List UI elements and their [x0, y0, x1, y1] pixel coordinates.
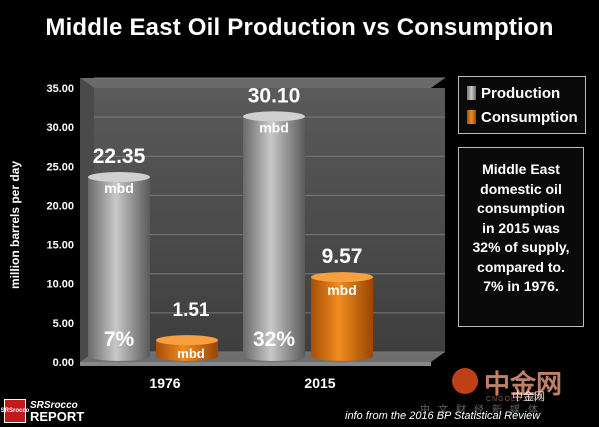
legend-item-production: Production [467, 83, 560, 103]
logo-text: SRSrocco REPORT [30, 400, 85, 424]
watermark: 中金网 CNGOLD.ORG [452, 360, 592, 418]
bar-base [88, 351, 150, 361]
percent-label: 7% [104, 328, 135, 351]
annotation-box: Middle East domestic oil consumption in … [458, 147, 584, 327]
x-tick-label: 2015 [304, 375, 335, 391]
logo-mark: SRSrocco [1, 399, 29, 423]
bar [243, 116, 305, 356]
source-note: info from the 2016 BP Statistical Review [345, 410, 541, 422]
legend-label-production: Production [481, 84, 561, 102]
note-line: 32% of supply, [472, 239, 570, 255]
y-tick-label: 5.00 [53, 318, 74, 330]
axis-layer: 0.00 5.00 10.00 15.00 20.00 25.00 30.00 35.00 mi… [8, 77, 445, 369]
value-label: 1.51 [173, 300, 210, 321]
note-line: compared to. [477, 258, 565, 275]
bar-base [311, 351, 373, 361]
y-tick-label: 15.00 [46, 240, 74, 252]
srsrocco-logo: SRSrocco SRSrocco REPORT [1, 398, 85, 424]
note-line: consumption [477, 200, 565, 216]
label-layer: 1976 2015 22.35 mbd 7% 30.10 mbd 32% 1.51 mbd 9.57… [93, 84, 363, 391]
legend-item-consumption: Consumption [467, 107, 578, 127]
value-label: 30.10 [248, 84, 301, 107]
bar-base [243, 351, 305, 361]
logo-line1: SRSrocco [30, 400, 78, 411]
unit-label: mbd [104, 180, 134, 196]
chart-title: Middle East Oil Production vs Consumptio… [45, 14, 554, 41]
legend-swatch-consumption [467, 110, 476, 124]
bar-layer [88, 111, 373, 361]
value-label: 22.35 [93, 145, 146, 168]
watermark-logo-icon [452, 368, 478, 394]
y-tick-label: 35.00 [46, 83, 74, 95]
y-tick-label: 30.00 [46, 122, 74, 134]
bar [88, 177, 150, 356]
legend: Production Consumption [458, 76, 586, 134]
unit-label: mbd [177, 346, 205, 361]
y-tick-label: 10.00 [46, 279, 74, 291]
watermark-small: 中金网 [512, 391, 545, 403]
note-line: in 2015 was [482, 219, 560, 236]
note-line: Middle East [482, 161, 560, 177]
bar [311, 277, 373, 356]
plot-wall-top [80, 78, 445, 88]
legend-swatch-production [467, 86, 476, 100]
bar-top [243, 111, 305, 122]
y-tick-label: 0.00 [53, 357, 74, 369]
watermark-en: CNGOLD.ORG [486, 396, 544, 403]
logo-line2: REPORT [30, 409, 85, 424]
bar-top [311, 272, 373, 283]
y-tick-label: 25.00 [46, 161, 74, 173]
x-tick-label: 1976 [149, 375, 180, 391]
y-axis-label: million barrels per day [8, 161, 22, 289]
percent-label: 32% [253, 328, 295, 351]
watermark-cn: 中金网 [484, 369, 563, 399]
note-line: domestic oil [480, 180, 562, 197]
bar-top [88, 172, 150, 183]
plot-floor-edge [80, 362, 431, 366]
bar-base [156, 351, 218, 361]
bar-top [156, 335, 218, 346]
watermark-row: 中文财经新媒体 [420, 405, 546, 416]
unit-label: mbd [327, 282, 357, 298]
note-line: 7% in 1976. [483, 278, 559, 294]
y-tick-label: 20.00 [46, 200, 74, 212]
unit-label: mbd [259, 119, 289, 135]
value-label: 9.57 [322, 245, 363, 268]
legend-label-consumption: Consumption [481, 108, 578, 126]
